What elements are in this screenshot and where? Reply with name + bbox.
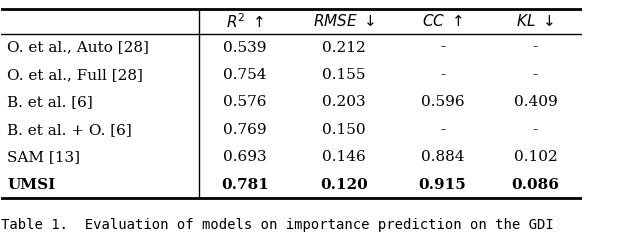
Text: B. et al. + O. [6]: B. et al. + O. [6]	[7, 123, 132, 137]
Text: -: -	[533, 41, 538, 55]
Text: -: -	[533, 68, 538, 82]
Text: O. et al., Auto [28]: O. et al., Auto [28]	[7, 41, 149, 55]
Text: 0.596: 0.596	[420, 95, 465, 109]
Text: 0.693: 0.693	[223, 150, 267, 164]
Text: Table 1.  Evaluation of models on importance prediction on the GDI: Table 1. Evaluation of models on importa…	[1, 218, 554, 232]
Text: 0.155: 0.155	[322, 68, 365, 82]
Text: 0.781: 0.781	[221, 178, 269, 192]
Text: UMSI: UMSI	[7, 178, 56, 192]
Text: 0.409: 0.409	[513, 95, 557, 109]
Text: 0.769: 0.769	[223, 123, 267, 137]
Text: -: -	[440, 68, 445, 82]
Text: $KL$ $\downarrow$: $KL$ $\downarrow$	[516, 13, 554, 29]
Text: 0.884: 0.884	[420, 150, 464, 164]
Text: -: -	[440, 123, 445, 137]
Text: 0.203: 0.203	[322, 95, 365, 109]
Text: SAM [13]: SAM [13]	[7, 150, 80, 164]
Text: 0.212: 0.212	[322, 41, 365, 55]
Text: 0.539: 0.539	[223, 41, 267, 55]
Text: 0.150: 0.150	[322, 123, 365, 137]
Text: -: -	[533, 123, 538, 137]
Text: B. et al. [6]: B. et al. [6]	[7, 95, 93, 109]
Text: 0.576: 0.576	[223, 95, 267, 109]
Text: 0.915: 0.915	[419, 178, 467, 192]
Text: 0.754: 0.754	[223, 68, 267, 82]
Text: 0.146: 0.146	[322, 150, 365, 164]
Text: $RMSE$ $\downarrow$: $RMSE$ $\downarrow$	[312, 13, 375, 29]
Text: -: -	[440, 41, 445, 55]
Text: $CC$ $\uparrow$: $CC$ $\uparrow$	[422, 13, 463, 29]
Text: 0.120: 0.120	[320, 178, 368, 192]
Text: 0.102: 0.102	[513, 150, 557, 164]
Text: O. et al., Full [28]: O. et al., Full [28]	[7, 68, 143, 82]
Text: $R^2$ $\uparrow$: $R^2$ $\uparrow$	[226, 12, 264, 31]
Text: 0.086: 0.086	[511, 178, 559, 192]
